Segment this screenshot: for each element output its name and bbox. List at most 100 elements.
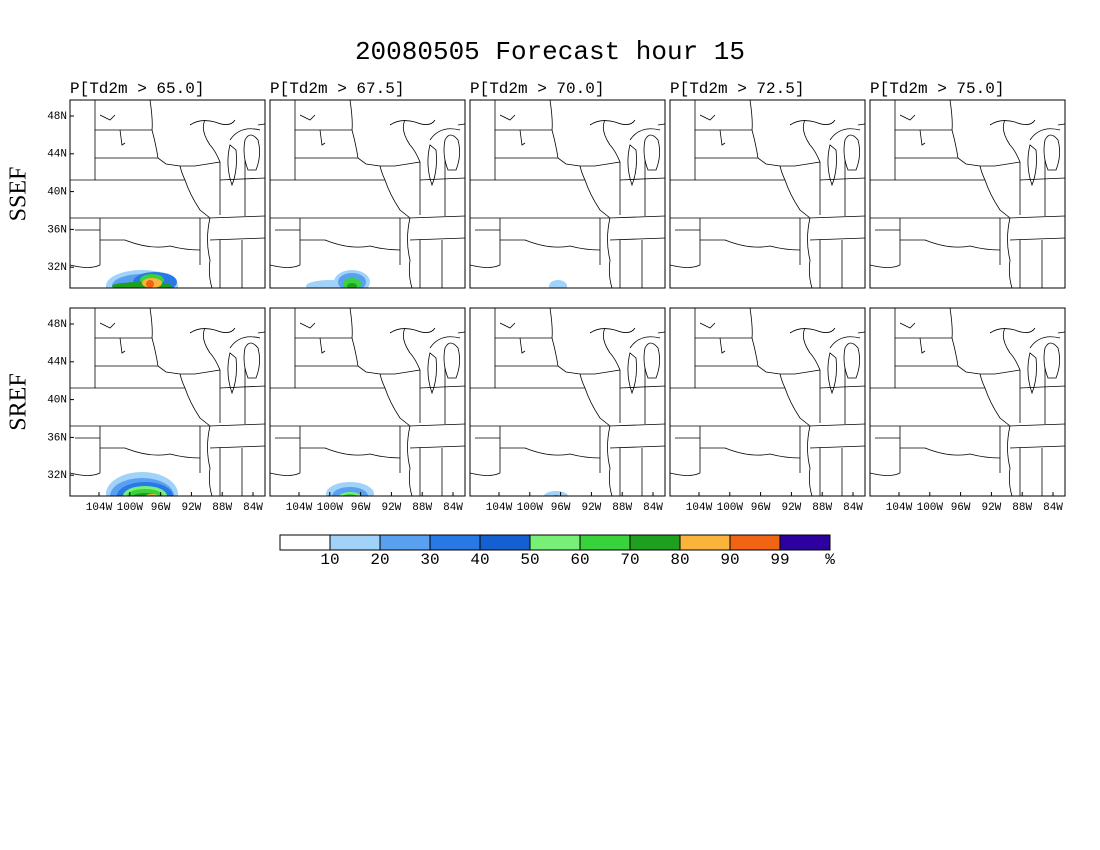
state-border (443, 342, 460, 379)
colorbar-box (679, 534, 731, 551)
state-border (809, 237, 865, 241)
state-border (607, 425, 613, 496)
lon-label: 96W (551, 502, 571, 514)
state-border (380, 369, 421, 375)
state-border (843, 342, 860, 379)
lon-label: 96W (951, 502, 971, 514)
state-border (409, 423, 465, 427)
state-border (857, 123, 865, 126)
lat-label: 32N (47, 470, 67, 482)
state-border (549, 100, 559, 159)
state-border (670, 472, 701, 476)
state-border (243, 134, 260, 171)
state-border (119, 129, 126, 146)
state-border (295, 157, 381, 167)
state-border (179, 165, 186, 181)
state-border (789, 327, 836, 334)
lon-label: 84W (843, 502, 863, 514)
state-border (980, 161, 1021, 167)
state-border (627, 144, 637, 187)
panel-title: P[Td2m > 67.5] (270, 80, 404, 98)
colorbar-label: 20 (370, 551, 389, 569)
lon-label: 96W (751, 502, 771, 514)
state-border (919, 129, 926, 146)
colorbar-box (329, 534, 381, 551)
colorbar-label: 90 (720, 551, 739, 569)
colorbar-box (729, 534, 781, 551)
map-panel (70, 100, 265, 288)
state-border (602, 327, 621, 371)
map-panel (70, 308, 265, 496)
state-border (429, 336, 461, 349)
state-border (495, 157, 581, 167)
state-border (419, 177, 465, 181)
state-border (407, 217, 413, 288)
state-border (789, 119, 836, 126)
state-border (257, 331, 265, 334)
state-border (229, 336, 261, 349)
state-border (389, 327, 436, 334)
state-border (70, 472, 101, 476)
state-border (300, 239, 401, 251)
state-border (209, 445, 265, 449)
colorbar-box (579, 534, 631, 551)
lon-label: 92W (381, 502, 401, 514)
state-border (699, 322, 716, 329)
state-border (209, 423, 265, 427)
state-border (1019, 385, 1065, 389)
state-border (629, 128, 661, 141)
state-border (209, 215, 265, 219)
state-border (784, 179, 811, 219)
state-border (300, 447, 401, 459)
state-border (119, 337, 126, 354)
colorbar-box (529, 534, 581, 551)
lon-label: 100W (517, 502, 544, 514)
lat-label: 36N (47, 224, 67, 236)
colorbar-box (379, 534, 431, 551)
state-border (949, 100, 959, 159)
state-border (457, 331, 465, 334)
lon-label: 100W (317, 502, 344, 514)
state-border (1057, 123, 1065, 126)
state-border (1029, 336, 1061, 349)
state-border (779, 165, 786, 181)
panel-frame (469, 99, 666, 289)
state-border (99, 114, 116, 121)
colorbar-box (279, 534, 331, 551)
state-border (407, 425, 413, 496)
state-border (384, 387, 411, 427)
state-border (809, 445, 865, 449)
state-border (319, 129, 326, 146)
state-border (227, 144, 237, 187)
state-border (457, 123, 465, 126)
colorbar-label: 70 (620, 551, 639, 569)
state-border (202, 119, 221, 163)
probability-area (347, 283, 357, 288)
state-border (70, 264, 101, 268)
state-border (209, 237, 265, 241)
state-border (809, 423, 865, 427)
map-panel (270, 100, 465, 288)
lon-label: 104W (486, 502, 513, 514)
state-border (243, 342, 260, 379)
lon-label: 84W (643, 502, 663, 514)
lat-label: 40N (47, 187, 67, 199)
panel-title: P[Td2m > 75.0] (870, 80, 1004, 98)
colorbar-box (779, 534, 831, 551)
state-border (779, 373, 786, 389)
state-border (780, 161, 821, 167)
state-border (1002, 327, 1021, 371)
state-border (984, 387, 1011, 427)
state-border (189, 119, 236, 126)
state-border (349, 308, 359, 367)
state-border (500, 239, 601, 251)
lon-label: 100W (117, 502, 144, 514)
state-border (609, 215, 665, 219)
state-border (299, 114, 316, 121)
state-border (419, 385, 465, 389)
state-border (499, 322, 516, 329)
colorbar-label: 50 (520, 551, 539, 569)
state-border (500, 447, 601, 459)
